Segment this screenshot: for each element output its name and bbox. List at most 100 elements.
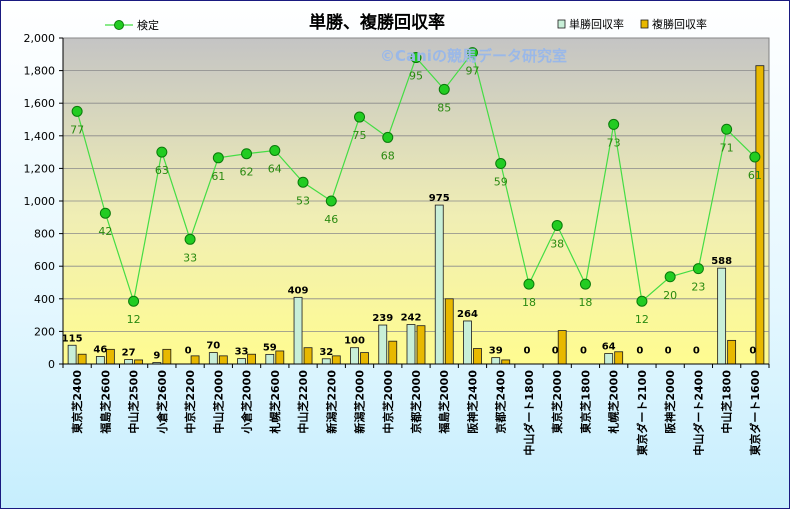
line-point [71, 105, 83, 117]
y-tick-label: 1,200 [24, 162, 56, 175]
legend: 検定 単勝回収率 複勝回収率 [105, 17, 707, 32]
bar-place [360, 352, 369, 365]
y-tick-label: 1,800 [24, 65, 56, 78]
bar-value-label: 0 [665, 345, 672, 356]
bar-win [378, 324, 388, 365]
line-value-label: 64 [268, 162, 282, 175]
line-value-label: 61 [211, 170, 225, 183]
bar-value-label: 0 [749, 345, 756, 356]
bar-value-label: 588 [711, 256, 732, 267]
bar-place [247, 353, 256, 365]
bar-value-label: 0 [552, 345, 559, 356]
bar-value-label: 0 [693, 345, 700, 356]
bar-win [237, 358, 246, 365]
x-tick-label: 東京ダート2100 [635, 370, 649, 456]
line-value-label: 62 [240, 166, 254, 179]
x-tick-label: 東京ダート1600 [748, 370, 762, 456]
x-tick-label: 新潟芝2200 [324, 370, 338, 434]
watermark: ©Caniの競馬データ研究室 [380, 47, 567, 65]
y-tick-label: 800 [34, 228, 55, 241]
bar-value-label: 0 [580, 345, 587, 356]
line-value-label: 75 [353, 129, 367, 142]
x-tick-label: 福島芝2000 [437, 370, 451, 435]
x-tick-label: 福島芝2600 [98, 370, 112, 435]
bar-value-label: 33 [235, 347, 249, 358]
y-tick-label: 1,000 [24, 195, 56, 208]
line-point [241, 148, 253, 160]
line-point [664, 271, 676, 283]
x-tick-label: 中山芝1800 [720, 370, 734, 434]
bar-place [727, 339, 737, 365]
line-point [354, 111, 366, 123]
line-value-label: 71 [720, 141, 734, 154]
line-value-label: 59 [494, 176, 508, 189]
line-point [692, 263, 704, 275]
line-value-label: 20 [663, 289, 677, 302]
x-tick-label: 京都芝2000 [409, 370, 423, 434]
line-value-label: 23 [691, 281, 705, 294]
bar-value-label: 59 [263, 342, 277, 353]
x-tick-label: 中山芝2500 [127, 370, 141, 434]
bar-value-label: 0 [185, 345, 192, 356]
legend-swatch-place [640, 19, 649, 29]
y-tick-label: 1,400 [24, 130, 56, 143]
line-point [636, 295, 648, 307]
x-tick-label: 小倉芝2000 [240, 370, 254, 435]
bar-place [162, 348, 172, 365]
line-value-label: 63 [155, 164, 169, 177]
line-point [128, 295, 140, 307]
line-point [551, 219, 563, 231]
line-point [523, 278, 535, 290]
bar-place [416, 325, 426, 365]
line-point [382, 131, 394, 143]
x-axis: 東京芝2400 福島芝2600 中山芝2500 小倉芝2600 中京芝2200 中山芝20… [62, 363, 770, 456]
bar-win [95, 356, 105, 365]
bar-place [501, 359, 511, 365]
x-tick-label: 東京芝1800 [578, 370, 592, 434]
x-tick-label: 新潟芝2000 [353, 370, 367, 434]
line-point [608, 118, 620, 130]
line-point [495, 158, 507, 170]
line-point [212, 152, 224, 164]
x-tick-label: 京都芝2400 [494, 370, 508, 434]
bar-place [331, 355, 341, 365]
bar-win [208, 352, 218, 365]
line-value-label: 18 [578, 296, 592, 309]
line-point [410, 52, 422, 64]
bar-value-label: 39 [489, 346, 503, 357]
bar-place [134, 359, 144, 365]
bar-win [717, 267, 727, 365]
line-value-label: 73 [607, 136, 621, 149]
line-value-label: 95 [409, 70, 423, 83]
x-tick-label: 東京芝2000 [550, 370, 564, 434]
bar-value-label: 264 [457, 309, 478, 320]
line-value-label: 12 [635, 313, 649, 326]
legend-swatch-win [557, 19, 566, 29]
bar-win [321, 358, 331, 365]
line-point [466, 47, 478, 59]
bar-place [275, 350, 285, 365]
bar-place [473, 348, 482, 365]
x-tick-label: 中京芝2000 [381, 370, 395, 434]
bar-value-label: 46 [93, 345, 107, 356]
y-tick-label: 400 [34, 293, 55, 306]
line-point [184, 233, 196, 245]
bars [67, 65, 765, 365]
bar-value-label: 70 [206, 341, 220, 352]
bar-place [303, 347, 313, 365]
legend-line-marker [114, 20, 124, 30]
bar-place [388, 340, 398, 365]
line-point [156, 146, 168, 158]
bar-win [434, 204, 444, 365]
chart-title: 単勝、複勝回収率 [309, 12, 445, 33]
x-tick-label: 中山ダート2400 [691, 370, 705, 456]
bar-place [105, 348, 115, 365]
x-tick-label: 阪神芝2000 [663, 370, 677, 434]
line-point [579, 278, 591, 290]
bar-value-label: 100 [344, 336, 365, 347]
bar-value-label: 64 [602, 342, 616, 353]
bar-value-label: 9 [153, 351, 160, 362]
bar-place [755, 65, 765, 365]
x-tick-label: 中山芝2000 [211, 370, 225, 434]
line-point [325, 195, 337, 207]
